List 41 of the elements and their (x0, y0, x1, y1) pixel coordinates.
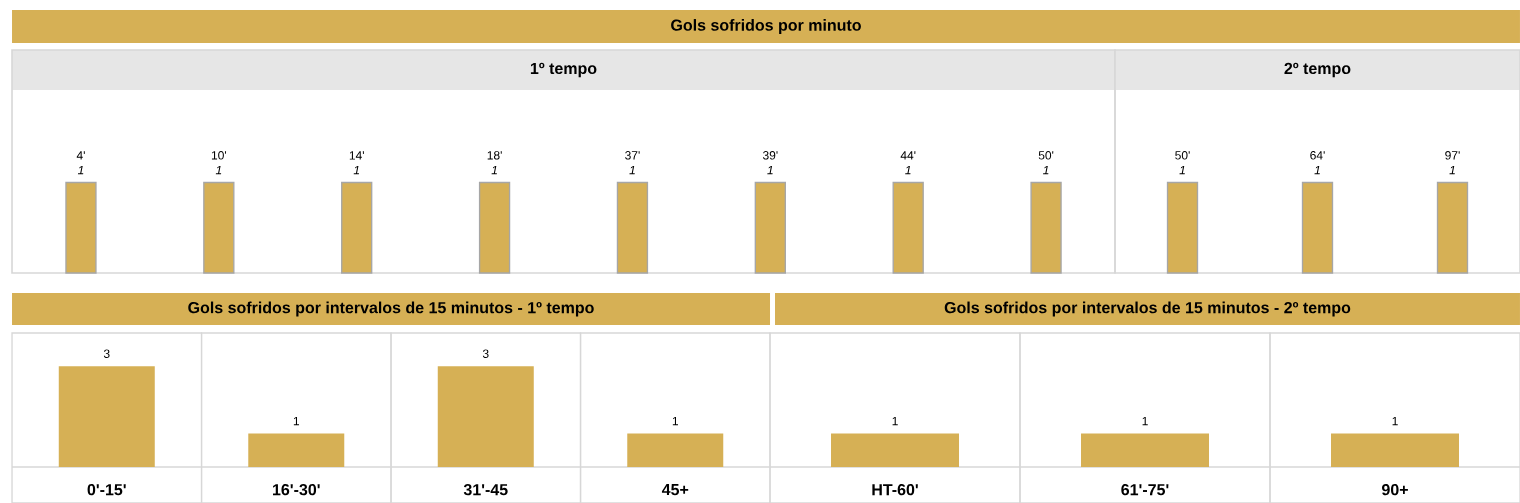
x-tick-label: 90+ (1382, 484, 1408, 496)
x-tick-label: 18' (487, 151, 502, 160)
data-label: 1 (892, 416, 898, 426)
x-tick-label: 50' (1038, 151, 1054, 160)
data-label: 1 (1043, 165, 1049, 175)
data-label: 1 (1392, 416, 1398, 426)
x-tick-label: 64' (1310, 151, 1325, 160)
data-label: 3 (103, 349, 110, 358)
chart-title: Gols sofridos por minuto (671, 19, 861, 34)
data-label: 1 (672, 416, 679, 426)
x-tick-label: 37' (625, 151, 640, 160)
x-tick-label: 39' (762, 151, 778, 160)
data-label: 1 (905, 165, 911, 175)
data-label: 1 (293, 416, 300, 426)
x-tick-label: HT-60' (872, 484, 918, 496)
x-tick-label: 45+ (661, 484, 689, 496)
data-label: 1 (1179, 165, 1185, 175)
data-label: 1 (1314, 165, 1320, 175)
data-label: 1 (1142, 416, 1148, 426)
x-tick-label: 50' (1175, 151, 1190, 160)
chart-subtitle: 2º tempo (1284, 62, 1351, 78)
x-tick-label: 14' (349, 151, 364, 160)
data-label: 1 (353, 165, 360, 175)
x-tick-label: 4' (76, 151, 85, 160)
data-label: 1 (767, 165, 773, 175)
x-tick-label: 16'-30' (273, 483, 320, 496)
x-tick-label: 10' (211, 151, 227, 160)
data-label: 1 (215, 165, 222, 175)
x-tick-label: 44' (900, 151, 916, 160)
chart-title: Gols sofridos por intervalos de 15 minutos - 1º tempo (188, 301, 594, 317)
x-tick-label: 0'-15' (87, 484, 126, 496)
x-tick-label: 31'-45 (463, 483, 508, 496)
data-label: 3 (482, 349, 489, 358)
chart-title: Gols sofridos por intervalos de 15 minutos - 2º tempo (944, 301, 1351, 317)
data-label: 1 (629, 165, 635, 175)
x-tick-label: 61'-75' (1121, 484, 1169, 496)
data-label: 1 (77, 165, 84, 175)
x-tick-label: 97' (1445, 151, 1460, 160)
chart-subtitle: 1º tempo (530, 62, 597, 78)
data-label: 1 (1449, 165, 1455, 175)
data-label: 1 (491, 165, 497, 175)
